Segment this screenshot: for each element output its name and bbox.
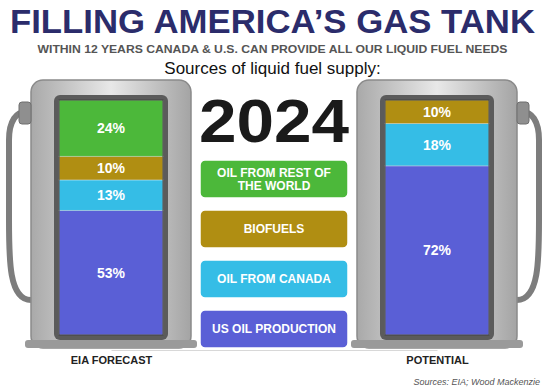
gas-pump	[351, 80, 539, 348]
legend-label: OIL FROM CANADA	[217, 272, 331, 286]
legend-item: OIL FROM REST OFTHE WORLD	[200, 160, 348, 198]
legend-label: OIL FROM REST OFTHE WORLD	[217, 166, 331, 193]
pump-window	[54, 95, 168, 340]
tick: EIA FORECAST	[71, 354, 153, 366]
legend-label-line: OIL FROM REST OF	[217, 166, 331, 180]
pump-hose	[517, 112, 539, 300]
bar-segment	[385, 166, 489, 335]
tick: POTENTIAL	[406, 354, 469, 366]
x-tick-label: EIA FORECAST	[71, 354, 153, 366]
plot-frame	[385, 100, 489, 335]
pump-base	[25, 340, 197, 348]
subtitle: WITHIN 12 YEARS CANADA & U.S. CAN PROVID…	[38, 43, 508, 55]
data-label: 53%	[97, 265, 126, 281]
annotation-year: 2024	[199, 86, 350, 155]
annotation: Sources of liquid fuel supply:	[164, 59, 380, 78]
pump-window	[380, 95, 494, 340]
data-label: 72%	[423, 242, 452, 258]
pump-body	[31, 80, 191, 348]
pump-hose	[9, 112, 31, 300]
source-note: Sources: EIA; Wood Mackenzie	[413, 377, 540, 387]
chart-container: 53% 72% 13% 18% 10% 10% 24% EIA FORECAST POTENTI…	[0, 0, 545, 390]
data-label: 24%	[97, 120, 126, 136]
legend-label: BIOFUELS	[244, 222, 305, 236]
bar-segment	[59, 100, 163, 156]
pump-body	[357, 80, 517, 348]
pump-base	[351, 340, 523, 348]
legend: OIL FROM REST OFTHE WORLD BIOFUELS OIL FRO…	[200, 160, 348, 348]
bar-segment	[59, 180, 163, 211]
legend-label-line: OIL FROM CANADA	[217, 272, 331, 286]
legend-swatch	[200, 210, 348, 248]
axis-line	[112, 350, 438, 351]
legend-swatch	[200, 160, 348, 198]
legend-label-line: BIOFUELS	[244, 222, 305, 236]
data-label: 18%	[423, 137, 452, 153]
legend-label: US OIL PRODUCTION	[212, 322, 336, 336]
pump-nozzle	[19, 102, 31, 124]
x-axis: EIA FORECAST POTENTIAL	[71, 351, 469, 366]
data-label: 10%	[423, 104, 452, 120]
legend-item: OIL FROM CANADA	[200, 260, 348, 298]
pump-nozzle	[517, 102, 529, 124]
data-label: 10%	[97, 160, 126, 176]
data-label: 13%	[97, 187, 126, 203]
legend-item: US OIL PRODUCTION	[200, 310, 348, 348]
legend-label-line: THE WORLD	[238, 179, 311, 193]
bar-segment	[385, 100, 489, 124]
plot-frame	[59, 100, 163, 335]
gas-pump	[9, 80, 197, 348]
chart-svg: 53% 72% 13% 18% 10% 10% 24% EIA FORECAST POTENTI…	[0, 0, 545, 390]
bar-segment	[385, 124, 489, 166]
bar-segment	[59, 156, 163, 180]
legend-swatch	[200, 310, 348, 348]
legend-item: BIOFUELS	[200, 210, 348, 248]
title: FILLING AMERICA’S GAS TANK	[10, 2, 535, 40]
x-tick-label: POTENTIAL	[406, 354, 469, 366]
legend-label-line: US OIL PRODUCTION	[212, 322, 336, 336]
legend-swatch	[200, 260, 348, 298]
bar-segment	[59, 210, 163, 335]
